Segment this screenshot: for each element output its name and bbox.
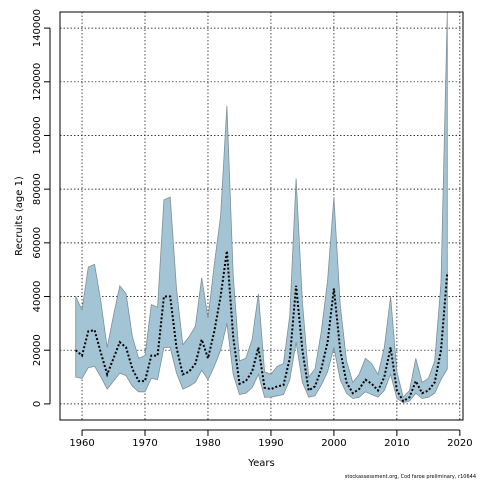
- confidence-band: [75, 11, 448, 404]
- footnote: stockassessment.org, Cod faroe prelimina…: [345, 474, 476, 480]
- y-tick-label: 20000: [32, 334, 43, 366]
- x-tick-label: 2000: [321, 438, 346, 449]
- x-axis: 1960 1970 1980 1990 2000 2010 2020: [69, 429, 473, 449]
- y-tick-label: 60000: [32, 227, 43, 259]
- x-tick-label: 1970: [132, 438, 157, 449]
- y-axis: 0 20000 40000 60000 80000 100000 120000 140000: [32, 9, 51, 407]
- x-tick-label: 1980: [195, 438, 220, 449]
- y-tick-label: 140000: [32, 9, 43, 47]
- y-tick-label: 100000: [32, 116, 43, 154]
- y-tick-label: 40000: [32, 281, 43, 313]
- y-axis-title: Recruits (age 1): [14, 176, 25, 256]
- x-tick-label: 1990: [258, 438, 283, 449]
- plot-frame: [59, 11, 464, 421]
- y-tick-label: 80000: [32, 173, 43, 205]
- estimate-line: [75, 250, 449, 403]
- y-tick-label: 0: [32, 401, 43, 407]
- x-tick-label: 2010: [384, 438, 409, 449]
- x-tick-label: 1960: [69, 438, 94, 449]
- y-tick-label: 120000: [32, 63, 43, 101]
- x-tick-label: 2020: [447, 438, 472, 449]
- x-axis-title: Years: [247, 458, 274, 469]
